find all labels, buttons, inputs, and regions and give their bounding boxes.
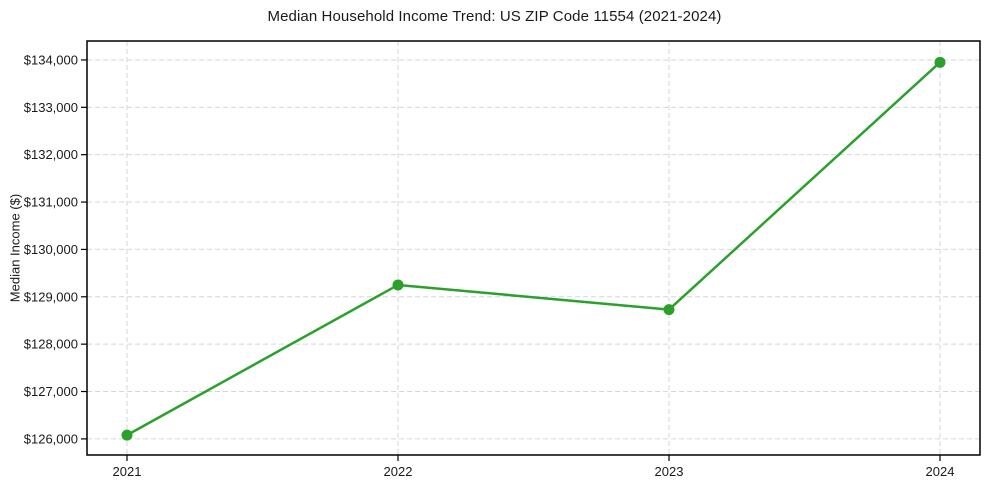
y-tick-label: $132,000 [24,147,78,162]
data-point [392,279,404,291]
y-tick-label: $130,000 [24,242,78,257]
data-point [121,429,133,441]
y-tick-label: $128,000 [24,337,78,352]
data-point [934,56,946,68]
y-tick-label: $127,000 [24,384,78,399]
y-tick-label: $131,000 [24,195,78,210]
y-tick-label: $133,000 [24,100,78,115]
data-point [663,304,675,316]
y-tick-label: $126,000 [24,431,78,446]
x-tick-label: 2022 [384,464,413,479]
chart-title: Median Household Income Trend: US ZIP Co… [267,8,722,25]
y-tick-label: $129,000 [24,289,78,304]
x-tick-label: 2021 [113,464,142,479]
x-tick-label: 2024 [926,464,955,479]
x-tick-label: 2023 [655,464,684,479]
trend-line [125,61,942,437]
plot-border [86,40,981,456]
y-tick-label: $134,000 [24,52,78,67]
